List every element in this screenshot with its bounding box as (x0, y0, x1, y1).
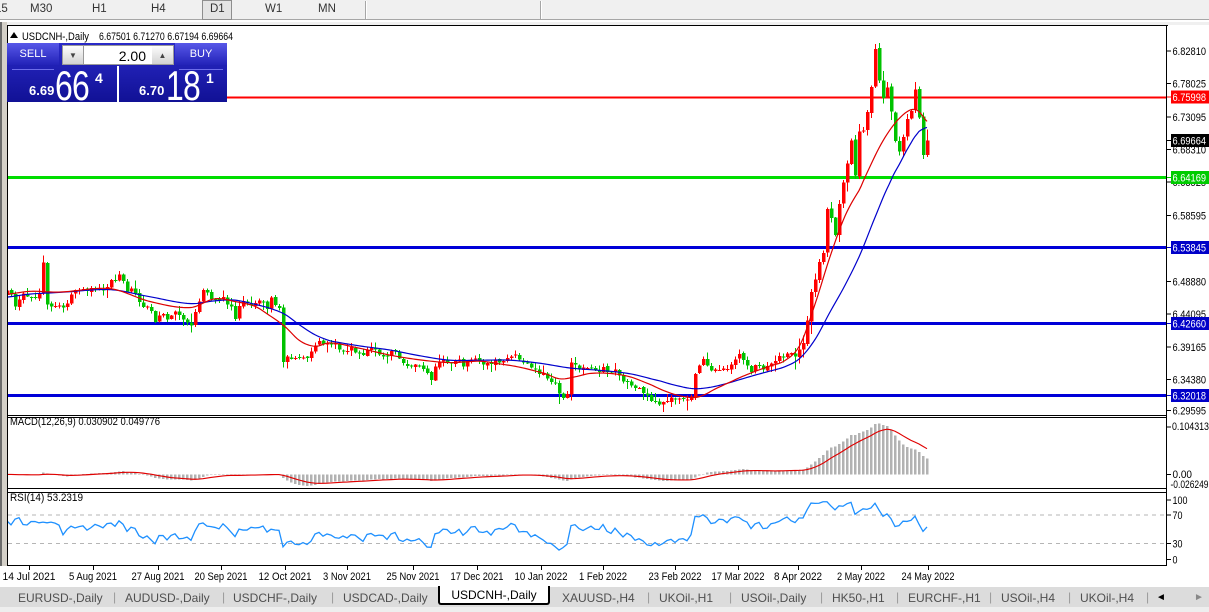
svg-text:6.82810: 6.82810 (1173, 46, 1207, 58)
svg-text:1 Feb 2022: 1 Feb 2022 (579, 571, 627, 583)
svg-text:6.78025: 6.78025 (1173, 79, 1207, 91)
svg-text:0: 0 (1173, 555, 1178, 567)
svg-text:6.68310: 6.68310 (1173, 145, 1207, 157)
svg-text:6.75998: 6.75998 (1173, 92, 1207, 104)
svg-text:6.34380: 6.34380 (1173, 375, 1207, 387)
svg-text:100: 100 (1173, 495, 1188, 507)
svg-text:6.39165: 6.39165 (1173, 342, 1207, 354)
svg-text:23 Feb 2022: 23 Feb 2022 (649, 571, 702, 583)
svg-text:14 Jul 2021: 14 Jul 2021 (3, 571, 56, 583)
svg-text:6.69664: 6.69664 (1173, 135, 1207, 147)
svg-text:6.73095: 6.73095 (1173, 112, 1207, 124)
svg-text:17 Dec 2021: 17 Dec 2021 (451, 571, 504, 583)
svg-text:6.53845: 6.53845 (1173, 243, 1207, 255)
svg-text:12 Oct 2021: 12 Oct 2021 (259, 571, 312, 583)
svg-text:27 Aug 2021: 27 Aug 2021 (132, 571, 185, 583)
svg-text:-0.026249: -0.026249 (1171, 479, 1209, 491)
svg-text:6.58595: 6.58595 (1173, 210, 1207, 222)
svg-text:6.48880: 6.48880 (1173, 276, 1207, 288)
svg-text:70: 70 (1173, 510, 1183, 522)
svg-text:3 Nov 2021: 3 Nov 2021 (323, 571, 371, 583)
svg-text:0.00: 0.00 (1173, 469, 1193, 481)
svg-text:5 Aug 2021: 5 Aug 2021 (69, 571, 117, 583)
svg-text:MACD(12,26,9) 0.030902 0.04977: MACD(12,26,9) 0.030902 0.049776 (10, 416, 160, 428)
svg-text:6.29595: 6.29595 (1173, 406, 1207, 418)
svg-text:17 Mar 2022: 17 Mar 2022 (712, 571, 765, 583)
svg-text:6.64169: 6.64169 (1173, 173, 1207, 185)
svg-text:6.67501 6.71270 6.67194 6.6966: 6.67501 6.71270 6.67194 6.69664 (99, 31, 233, 43)
svg-text:25 Nov 2021: 25 Nov 2021 (387, 571, 440, 583)
svg-text:8 Apr 2022: 8 Apr 2022 (774, 571, 822, 583)
svg-text:24 May 2022: 24 May 2022 (902, 571, 955, 583)
svg-text:20 Sep 2021: 20 Sep 2021 (195, 571, 248, 583)
svg-text:30: 30 (1173, 538, 1183, 550)
svg-text:6.32018: 6.32018 (1173, 391, 1207, 403)
svg-text:USDCNH-,Daily: USDCNH-,Daily (22, 31, 89, 43)
svg-text:2 May 2022: 2 May 2022 (837, 571, 885, 583)
svg-text:0.104313: 0.104313 (1172, 421, 1209, 433)
svg-text:RSI(14) 53.2319: RSI(14) 53.2319 (10, 492, 83, 504)
svg-text:6.42660: 6.42660 (1173, 319, 1207, 331)
svg-text:10 Jan 2022: 10 Jan 2022 (515, 571, 568, 583)
